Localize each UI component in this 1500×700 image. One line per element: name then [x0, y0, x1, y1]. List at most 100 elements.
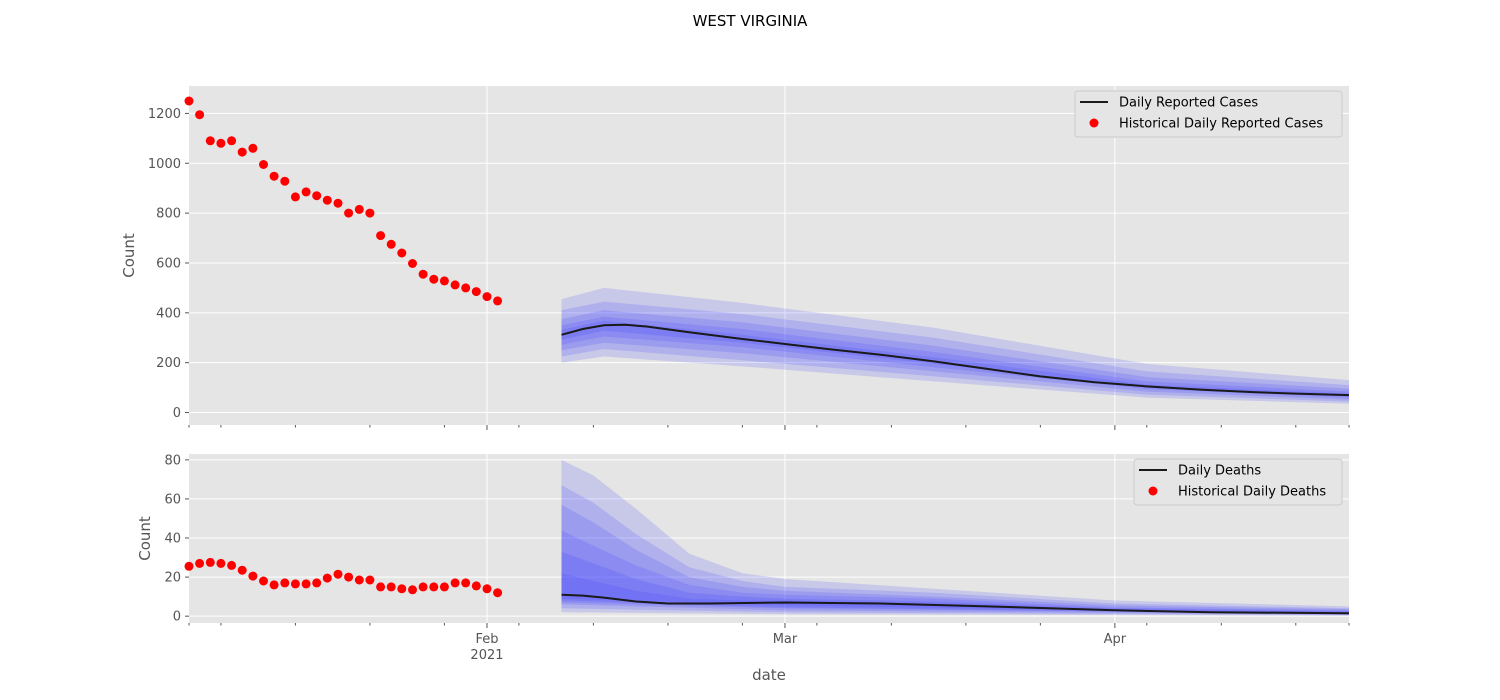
- historical-point: [471, 581, 481, 591]
- forecast-band: [561, 459, 1349, 616]
- cases-forecast-bands: [561, 287, 1349, 404]
- cases-y-axis-label: Count: [120, 233, 138, 278]
- historical-point: [450, 578, 460, 588]
- historical-point: [376, 582, 386, 592]
- cases-legend: Daily Reported Cases Historical Daily Re…: [1074, 90, 1343, 138]
- cases-x-ticks: [188, 425, 1350, 430]
- historical-point: [216, 138, 226, 148]
- y-tick-label: 1000: [148, 157, 181, 172]
- historical-point: [397, 248, 407, 258]
- deaths-legend-points-label: Historical Daily Deaths: [1178, 485, 1326, 500]
- historical-point: [227, 136, 237, 146]
- cases-legend-box: [1074, 90, 1343, 138]
- historical-point: [344, 572, 354, 582]
- historical-point: [386, 239, 396, 249]
- forecast-band: [561, 551, 1349, 615]
- y-tick-label: 60: [164, 492, 181, 507]
- historical-point: [280, 578, 290, 588]
- historical-point: [322, 195, 332, 205]
- historical-point: [301, 187, 311, 197]
- deaths-legend-box: [1133, 458, 1343, 506]
- deaths-y-axis: 0 20 40 60 80: [164, 453, 189, 625]
- historical-point: [259, 160, 268, 169]
- historical-point: [354, 575, 364, 585]
- historical-point: [450, 280, 460, 290]
- historical-point: [227, 560, 237, 570]
- historical-point: [205, 136, 215, 146]
- historical-point: [301, 579, 311, 589]
- y-tick-label: 0: [173, 610, 181, 625]
- historical-point: [280, 176, 290, 186]
- cases-legend-points-label: Historical Daily Reported Cases: [1119, 117, 1323, 132]
- y-tick-label: 400: [156, 306, 181, 321]
- historical-point: [408, 259, 417, 268]
- historical-point: [354, 204, 364, 214]
- figure-title: WEST VIRGINIA: [693, 12, 809, 30]
- forecast-band: [561, 287, 1349, 404]
- historical-point: [248, 143, 258, 153]
- historical-point: [386, 582, 396, 592]
- x-tick-sublabel: 2021: [470, 648, 503, 663]
- deaths-legend-point-swatch: [1148, 486, 1158, 496]
- historical-point: [429, 582, 439, 592]
- cases-median-line: [561, 323, 1350, 397]
- historical-point: [184, 561, 194, 571]
- historical-point: [216, 558, 226, 568]
- historical-point: [461, 283, 471, 293]
- y-tick-label: 600: [156, 256, 181, 271]
- deaths-y-axis-label: Count: [136, 516, 154, 561]
- cases-panel: 0 200 400 600 800 1000 1200 Count Daily Report…: [120, 86, 1350, 430]
- cases-plot-background: [189, 86, 1349, 425]
- historical-point: [344, 208, 354, 218]
- historical-point: [205, 557, 215, 567]
- historical-point: [269, 580, 279, 590]
- historical-point: [493, 588, 503, 598]
- deaths-median-line: [561, 593, 1350, 615]
- historical-point: [248, 571, 258, 581]
- historical-point: [269, 171, 279, 181]
- historical-point: [418, 582, 428, 592]
- forecast-band: [561, 320, 1349, 397]
- historical-point: [439, 582, 449, 592]
- cases-historical-points: [184, 96, 503, 306]
- x-tick-label: Feb: [475, 632, 498, 647]
- historical-point: [439, 276, 449, 286]
- y-tick-label: 40: [164, 532, 181, 547]
- forecast-band: [561, 316, 1349, 398]
- historical-point: [290, 579, 300, 589]
- y-tick-label: 1200: [148, 107, 181, 122]
- historical-point: [408, 585, 417, 595]
- x-tick-label: Apr: [1104, 632, 1127, 647]
- historical-point: [259, 576, 268, 586]
- historical-point: [290, 192, 300, 202]
- historical-point: [482, 584, 492, 594]
- forecast-band: [561, 310, 1349, 400]
- deaths-legend: Daily Deaths Historical Daily Deaths: [1133, 458, 1343, 506]
- y-tick-label: 20: [164, 571, 181, 586]
- cases-y-axis: 0 200 400 600 800 1000 1200: [148, 107, 189, 421]
- deaths-legend-line-label: Daily Deaths: [1178, 464, 1261, 479]
- forecast-band: [561, 504, 1349, 615]
- historical-point: [482, 292, 492, 302]
- y-tick-label: 200: [156, 356, 181, 371]
- cases-legend-point-swatch: [1089, 118, 1099, 128]
- x-tick-label: Mar: [773, 632, 798, 647]
- historical-point: [237, 147, 247, 157]
- historical-point: [195, 110, 205, 120]
- deaths-historical-points: [184, 557, 503, 598]
- historical-point: [184, 96, 194, 106]
- historical-point: [365, 575, 375, 585]
- historical-point: [322, 573, 332, 583]
- y-tick-label: 80: [164, 453, 181, 468]
- forecast-band: [561, 301, 1349, 402]
- historical-point: [397, 584, 407, 594]
- x-axis-label: date: [752, 666, 786, 684]
- historical-point: [461, 578, 471, 588]
- historical-point: [312, 578, 322, 588]
- historical-point: [493, 296, 503, 306]
- historical-point: [333, 198, 343, 208]
- historical-point: [237, 565, 247, 575]
- historical-point: [365, 208, 375, 218]
- historical-point: [471, 287, 481, 297]
